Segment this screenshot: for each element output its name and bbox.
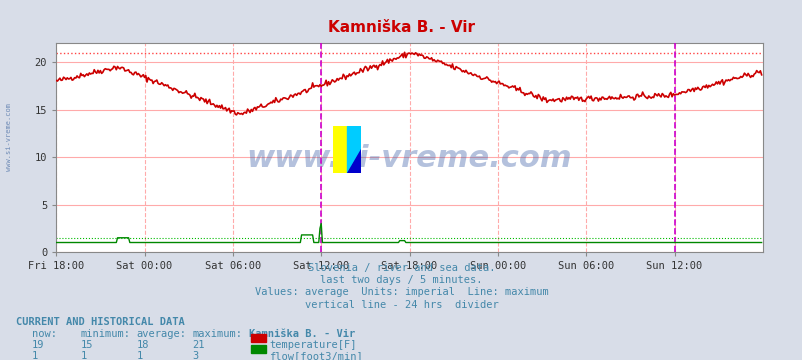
Text: 15: 15	[80, 340, 93, 350]
Text: 21: 21	[192, 340, 205, 350]
Text: maximum:: maximum:	[192, 329, 242, 339]
Text: 1: 1	[32, 351, 38, 360]
Text: flow[foot3/min]: flow[foot3/min]	[269, 351, 363, 360]
Polygon shape	[346, 149, 361, 173]
Text: CURRENT AND HISTORICAL DATA: CURRENT AND HISTORICAL DATA	[16, 317, 184, 327]
Text: Kamniška B. - Vir: Kamniška B. - Vir	[249, 329, 354, 339]
Polygon shape	[333, 126, 346, 173]
Text: www.si-vreme.com: www.si-vreme.com	[246, 144, 572, 172]
Text: Kamniška B. - Vir: Kamniška B. - Vir	[327, 20, 475, 35]
Text: 18: 18	[136, 340, 149, 350]
Text: vertical line - 24 hrs  divider: vertical line - 24 hrs divider	[304, 300, 498, 310]
Text: 1: 1	[136, 351, 143, 360]
Text: minimum:: minimum:	[80, 329, 130, 339]
Text: last two days / 5 minutes.: last two days / 5 minutes.	[320, 275, 482, 285]
Text: 3: 3	[192, 351, 199, 360]
Text: temperature[F]: temperature[F]	[269, 340, 356, 350]
Polygon shape	[346, 126, 361, 173]
Text: Values: average  Units: imperial  Line: maximum: Values: average Units: imperial Line: ma…	[254, 287, 548, 297]
Text: Slovenia / river and sea data.: Slovenia / river and sea data.	[307, 263, 495, 273]
Text: 19: 19	[32, 340, 45, 350]
Text: 1: 1	[80, 351, 87, 360]
Text: now:: now:	[32, 329, 57, 339]
Text: www.si-vreme.com: www.si-vreme.com	[6, 103, 12, 171]
Text: average:: average:	[136, 329, 186, 339]
